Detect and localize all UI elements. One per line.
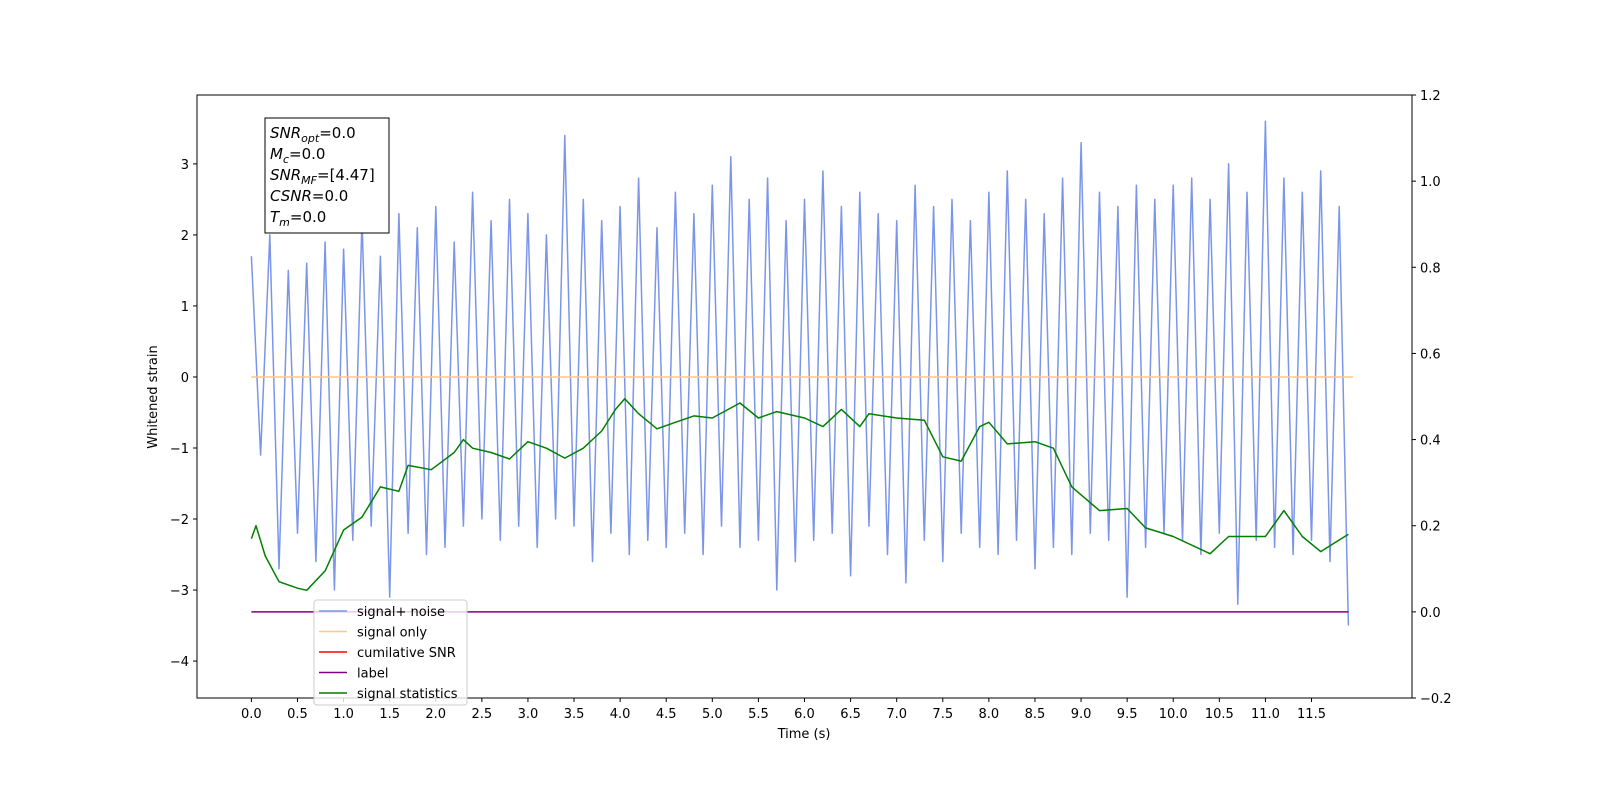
x-tick-label: 10.5 <box>1205 707 1234 722</box>
legend: signal+ noise signal only cumilative SNR la… <box>313 599 468 706</box>
annotation-value: =[4.47] <box>317 166 375 184</box>
legend-frame <box>313 599 468 706</box>
legend-label: signal+ noise <box>357 605 445 620</box>
annotation-value: =0.0 <box>290 208 326 226</box>
annotation-value: =0.0 <box>289 145 325 163</box>
annotation-value: =0.0 <box>319 124 355 142</box>
y2-tick-label: 1.2 <box>1420 89 1441 104</box>
legend-label: cumilative SNR <box>357 646 456 661</box>
annotation-symbol: CSNR <box>270 187 312 205</box>
x-tick-label: 9.5 <box>1117 707 1138 722</box>
x-tick-label: 11.5 <box>1297 707 1326 722</box>
x-tick-label: 4.0 <box>610 707 631 722</box>
legend-label: label <box>357 667 388 682</box>
x-tick-label: 1.0 <box>333 707 354 722</box>
annotation-line: CSNR=0.0 <box>270 187 348 205</box>
x-tick-label: 3.5 <box>564 707 585 722</box>
annotation-value: =0.0 <box>312 187 348 205</box>
x-tick-label: 10.0 <box>1159 707 1188 722</box>
annotation-symbol: T <box>270 208 281 226</box>
x-tick-label: 7.0 <box>886 707 907 722</box>
x-tick-label: 2.5 <box>472 707 493 722</box>
y-tick-label: 3 <box>181 158 189 173</box>
y-tick-label: 1 <box>181 300 189 315</box>
y-tick-label: −2 <box>170 513 189 528</box>
x-tick-label: 6.5 <box>840 707 861 722</box>
x-tick-label: 11.0 <box>1251 707 1280 722</box>
x-tick-label: 8.5 <box>1025 707 1046 722</box>
y-tick-label: 0 <box>181 371 189 386</box>
annotation-symbol: SNR <box>270 166 301 184</box>
y2-tick-label: −0.2 <box>1420 692 1452 707</box>
y-tick-label: 2 <box>181 229 189 244</box>
y2-tick-label: 0.4 <box>1420 434 1441 449</box>
annotation-line: Mc=0.0 <box>270 145 325 166</box>
legend-label: signal statistics <box>357 687 458 702</box>
annotation-symbol: SNR <box>270 124 301 142</box>
annotation-subscript: opt <box>301 132 320 145</box>
y2-tick-label: 0.6 <box>1420 347 1441 362</box>
series-line <box>250 397 1349 592</box>
annotation-subscript: m <box>279 216 290 229</box>
legend-label: signal only <box>357 626 427 641</box>
y-tick-label: −4 <box>170 655 189 670</box>
annotation-subscript: c <box>283 153 289 166</box>
annotation-line: SNRopt=0.0 <box>270 124 356 145</box>
x-tick-label: 5.5 <box>748 707 769 722</box>
y-tick-label: −1 <box>170 442 189 457</box>
x-tick-label: 1.5 <box>379 707 400 722</box>
x-tick-label: 3.0 <box>518 707 539 722</box>
x-tick-label: 7.5 <box>932 707 953 722</box>
y2-tick-label: 0.2 <box>1420 520 1441 535</box>
y2-tick-label: 0.8 <box>1420 261 1441 276</box>
annotation-line: SNRMF=[4.47] <box>270 166 375 187</box>
x-tick-label: 2.0 <box>425 707 446 722</box>
x-tick-label: 0.0 <box>241 707 262 722</box>
annotation-frame <box>264 117 390 234</box>
y2-tick-label: 0.0 <box>1420 606 1441 621</box>
annotation-line: Tm=0.0 <box>270 208 326 229</box>
annotation-symbol: M <box>270 145 283 163</box>
annotation-box: SNRopt=0.0Mc=0.0SNRMF=[4.47]CSNR=0.0Tm=0… <box>264 117 390 234</box>
annotation-subscript: MF <box>301 174 317 187</box>
x-tick-label: 8.0 <box>979 707 1000 722</box>
x-axis-label: Time (s) <box>777 727 831 742</box>
series-line <box>250 120 1350 626</box>
x-tick-label: 5.0 <box>702 707 723 722</box>
y-axis-label: Whitened strain <box>146 345 161 448</box>
y2-tick-label: 1.0 <box>1420 175 1441 190</box>
x-tick-label: 9.0 <box>1071 707 1092 722</box>
x-tick-label: 4.5 <box>656 707 677 722</box>
y-tick-label: −3 <box>170 584 189 599</box>
x-tick-label: 0.5 <box>287 707 308 722</box>
x-tick-label: 6.0 <box>794 707 815 722</box>
